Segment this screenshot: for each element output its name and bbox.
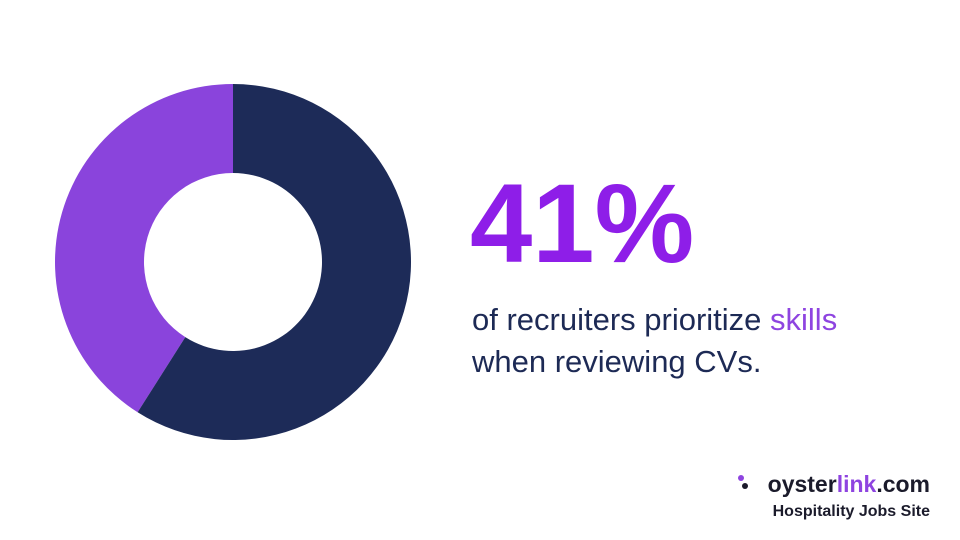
brand-part: link <box>837 471 877 497</box>
logo-dot <box>742 483 748 489</box>
donut-chart <box>54 84 411 440</box>
logo: oysterlink.com Hospitality Jobs Site <box>738 471 930 520</box>
brand: oysterlink.com <box>768 471 930 497</box>
brand-part: oyster <box>768 471 837 497</box>
tagline: Hospitality Jobs Site <box>773 503 930 520</box>
logo-dot <box>738 475 744 481</box>
caption-line-1: of recruiters prioritize skills <box>472 302 837 337</box>
brand-part: .com <box>876 471 930 497</box>
caption-text: of recruiters prioritize <box>472 302 770 337</box>
donut-segment <box>54 84 233 413</box>
headline-value: 41% <box>470 161 694 286</box>
caption-highlight: skills <box>770 302 837 337</box>
donut-segment <box>137 84 411 440</box>
caption-line-2: when reviewing CVs. <box>471 344 761 379</box>
